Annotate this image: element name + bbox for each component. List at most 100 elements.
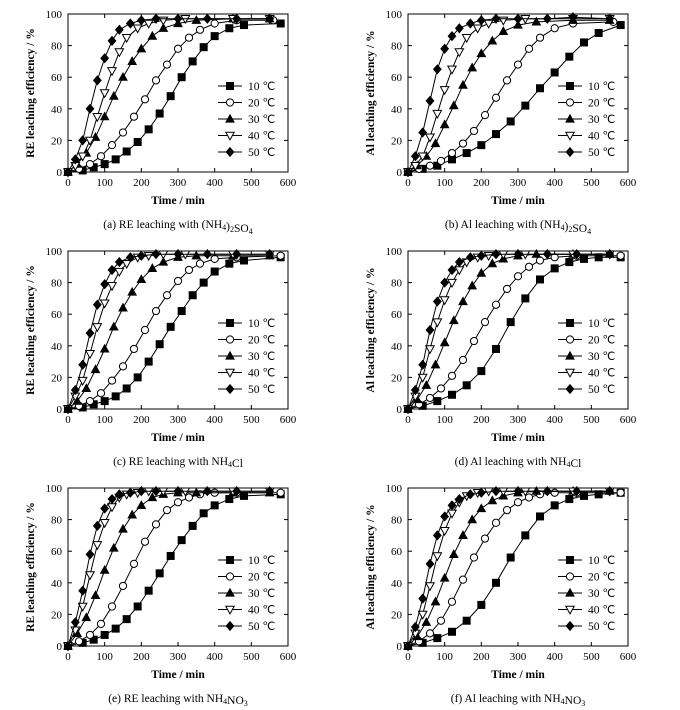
data-point	[202, 13, 212, 24]
legend-label: 10 ℃	[588, 81, 615, 93]
data-point	[85, 103, 95, 114]
chart-panel-6: 0 100 200 300 400 500 600 0 20 40 60 80 100 Time / mi…	[340, 474, 680, 710]
data-point	[506, 117, 515, 126]
y-tick-label: 0	[397, 641, 403, 653]
data-point	[421, 380, 432, 389]
x-tick-label: 600	[280, 651, 297, 663]
data-point	[151, 13, 161, 24]
legend-marker	[564, 131, 576, 141]
x-axis-title: Time / min	[491, 195, 545, 207]
data-point	[524, 493, 534, 502]
legend-marker	[225, 572, 235, 581]
data-point	[439, 526, 450, 537]
data-point	[151, 520, 161, 529]
data-point	[118, 523, 128, 533]
data-point	[502, 506, 512, 515]
series-2	[403, 251, 625, 414]
x-tick-label: 500	[583, 414, 600, 426]
data-point	[133, 602, 142, 611]
series-3	[63, 13, 275, 176]
data-point	[107, 264, 117, 276]
legend-marker	[225, 350, 235, 360]
data-point	[195, 259, 205, 268]
x-tick-label: 400	[206, 651, 223, 663]
data-point	[125, 18, 135, 29]
y-axis-title: Al leaching efficiency / %	[365, 267, 377, 392]
y-tick-label: 60	[51, 309, 63, 321]
data-point	[403, 403, 413, 415]
legend-label: 20 ℃	[588, 572, 615, 584]
data-point	[469, 126, 479, 136]
legend-label: 10 ℃	[248, 81, 275, 93]
data-point	[276, 19, 285, 28]
data-point	[440, 277, 450, 288]
y-axis-title: Al leaching efficiency / %	[365, 30, 377, 155]
legend-marker	[224, 368, 236, 378]
data-point	[483, 19, 494, 29]
data-point	[96, 152, 106, 161]
data-point	[188, 57, 197, 66]
data-point	[432, 64, 442, 75]
data-point	[74, 637, 84, 646]
legend-marker	[225, 556, 234, 565]
legend: 10 ℃ 20 ℃ 30 ℃ 40 ℃ 50 ℃	[218, 318, 275, 396]
data-point	[122, 147, 131, 156]
series-line	[407, 19, 610, 173]
x-tick-label: 300	[170, 414, 187, 426]
series-line	[67, 19, 274, 173]
data-point	[129, 112, 139, 121]
data-point	[111, 392, 120, 401]
data-point	[188, 521, 197, 530]
x-tick-label: 100	[436, 414, 453, 426]
data-point	[424, 345, 436, 355]
legend-marker	[225, 146, 235, 158]
data-point	[114, 267, 125, 277]
data-point	[143, 19, 154, 29]
series-5	[403, 486, 615, 652]
data-point	[521, 294, 530, 303]
data-point	[144, 586, 153, 595]
data-point	[85, 630, 95, 640]
data-point	[144, 125, 153, 134]
data-point	[432, 530, 442, 541]
data-point	[462, 381, 471, 390]
data-point	[265, 13, 275, 24]
legend-label: 50 ℃	[588, 621, 615, 633]
legend-label: 20 ℃	[248, 335, 275, 347]
data-point	[447, 371, 457, 380]
y-tick-label: 100	[46, 9, 63, 21]
data-point	[432, 296, 442, 307]
chart-svg: 0 100 200 300 400 500 600 0 20 40 60 80 100 Time / mi…	[365, 483, 637, 708]
legend-marker	[224, 605, 236, 615]
data-point	[616, 21, 625, 30]
y-tick-label: 100	[46, 246, 63, 258]
data-point	[448, 315, 459, 325]
x-tick-label: 300	[510, 177, 527, 189]
data-point	[447, 148, 457, 158]
data-point	[491, 249, 501, 260]
x-tick-label: 200	[133, 177, 150, 189]
data-point	[616, 251, 625, 260]
data-point	[210, 501, 219, 510]
data-point	[535, 256, 545, 265]
legend-label: 30 ℃	[588, 351, 615, 363]
data-point	[521, 531, 530, 540]
data-point	[147, 30, 158, 40]
data-point	[184, 33, 194, 42]
data-point	[506, 553, 515, 562]
legend-label: 40 ℃	[588, 368, 615, 380]
data-point	[147, 492, 158, 502]
data-point	[513, 486, 523, 497]
data-point	[188, 291, 197, 300]
series-5	[63, 249, 275, 415]
data-point	[535, 33, 545, 42]
x-tick-label: 500	[583, 651, 600, 663]
data-point	[506, 318, 515, 327]
data-point	[100, 397, 109, 406]
data-point	[520, 250, 531, 260]
data-point	[462, 616, 471, 625]
data-point	[469, 336, 479, 346]
data-point	[84, 136, 96, 146]
y-axis-title: RE leaching efficiency / %	[25, 265, 37, 395]
x-tick-label: 0	[65, 414, 71, 426]
